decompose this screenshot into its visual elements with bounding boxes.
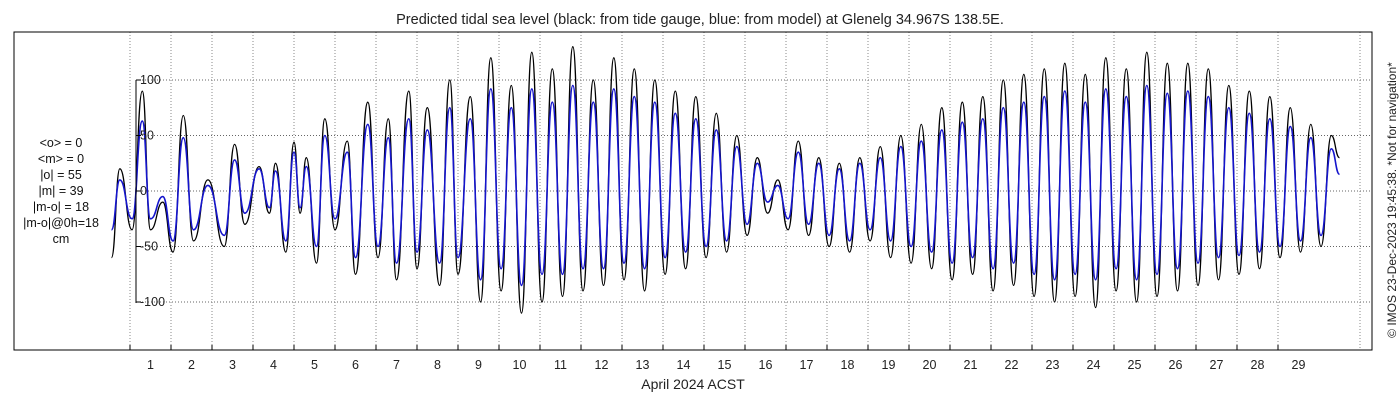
- x-tick-label: 24: [1087, 358, 1101, 372]
- stat-abs-obs: |o| = 55: [40, 168, 82, 182]
- x-axis: 1 2 3 4 5 6 7 8 9 10 11 12 13 14 15 16 17 18 19 20 21 22 23 24 2…: [129, 345, 1306, 372]
- x-tick-label: 19: [882, 358, 896, 372]
- x-tick-label: 25: [1128, 358, 1142, 372]
- x-tick-label: 13: [636, 358, 650, 372]
- x-tick-label: 3: [229, 358, 236, 372]
- x-tick-label: 10: [513, 358, 527, 372]
- credit-text: © IMOS 23-Dec-2023 19:45:38. *Not for na…: [1385, 62, 1399, 338]
- plot-frame: [13, 31, 1373, 351]
- stat-mean-obs: <o> = 0: [39, 136, 83, 150]
- y-tick-label: 100: [140, 73, 161, 87]
- x-tick-label: 26: [1169, 358, 1183, 372]
- y-tick-label: 50: [140, 129, 154, 143]
- x-tick-label: 9: [475, 358, 482, 372]
- x-tick-label: 14: [677, 358, 691, 372]
- x-tick-label: 11: [554, 358, 567, 372]
- x-tick-label: 29: [1292, 358, 1306, 372]
- x-tick-label: 28: [1251, 358, 1265, 372]
- x-tick-label: 6: [352, 358, 359, 372]
- stats-panel: <o> = 0 <m> = 0 |o| = 55 |m| = 39 |m-o| …: [6, 135, 116, 247]
- stat-unit: cm: [52, 232, 70, 246]
- x-tick-label: 7: [393, 358, 400, 372]
- stat-abs-model: |m| = 39: [38, 184, 84, 198]
- y-tick-label: -100: [140, 295, 165, 309]
- x-tick-label: 18: [841, 358, 855, 372]
- x-tick-label: 16: [759, 358, 773, 372]
- chart-title: Predicted tidal sea level (black: from t…: [396, 12, 1004, 28]
- x-axis-label: April 2024 ACST: [641, 376, 745, 392]
- x-tick-label: 22: [1005, 358, 1019, 372]
- x-tick-label: 2: [188, 358, 195, 372]
- stat-abs-diff: |m-o| = 18: [32, 200, 90, 214]
- x-tick-label: 12: [595, 358, 609, 372]
- stat-abs-diff-0h: |m-o|@0h=18: [23, 216, 99, 230]
- y-axis: 100 50 0 -50 -100: [136, 73, 165, 309]
- x-tick-label: 21: [964, 358, 978, 372]
- y-tick-label: 0: [140, 184, 147, 198]
- x-tick-label: 5: [311, 358, 318, 372]
- series-line-model: [110, 84, 1341, 287]
- x-tick-label: 1: [147, 358, 154, 372]
- x-tick-label: 17: [800, 358, 814, 372]
- x-tick-label: 20: [923, 358, 937, 372]
- x-tick-label: 4: [270, 358, 277, 372]
- stat-mean-model: <m> = 0: [37, 152, 85, 166]
- grid: [129, 32, 1372, 350]
- x-tick-label: 8: [434, 358, 441, 372]
- y-tick-label: -50: [140, 240, 158, 254]
- series-layer: [110, 46, 1341, 314]
- x-tick-label: 27: [1210, 358, 1224, 372]
- x-tick-label: 15: [718, 358, 732, 372]
- x-tick-label: 23: [1046, 358, 1060, 372]
